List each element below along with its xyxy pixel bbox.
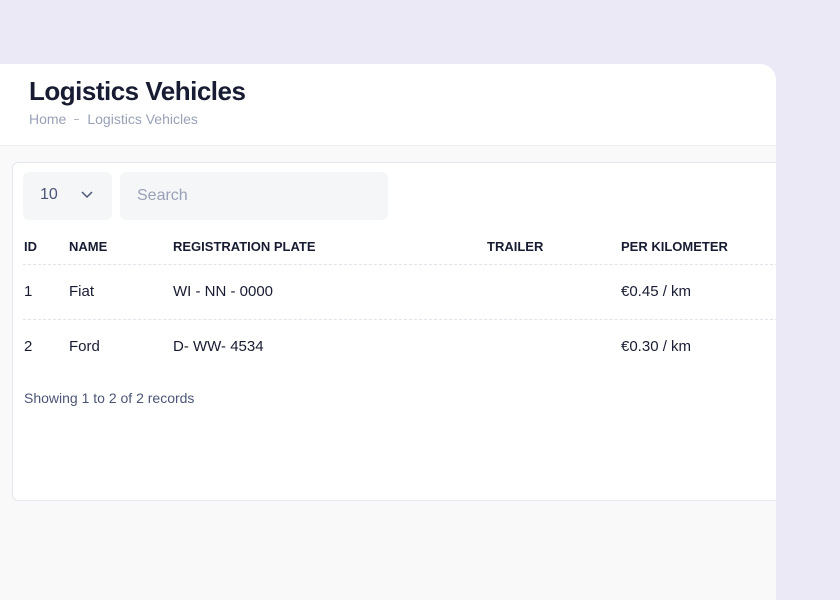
table-cell: €0.30 / km (621, 338, 692, 355)
breadcrumb: Home Logistics Vehicles (29, 111, 198, 127)
row-divider (23, 319, 776, 320)
table-cell: 1 (24, 283, 33, 300)
column-header[interactable]: REGISTRATION PLATE (173, 239, 316, 254)
column-header[interactable]: NAME (69, 239, 108, 254)
row-divider (23, 264, 776, 265)
table-cell: WI - NN - 0000 (173, 283, 274, 300)
table-cell: 2 (24, 338, 33, 355)
records-summary: Showing 1 to 2 of 2 records (24, 390, 195, 406)
page-size-select[interactable]: 10 (23, 172, 112, 220)
column-header[interactable]: PER KILOMETER (621, 239, 728, 254)
table-cell: Ford (69, 338, 100, 355)
chevron-icon (81, 191, 93, 199)
page-size-value: 10 (40, 186, 58, 203)
table-cell: D- WW- 4534 (173, 338, 264, 355)
page-title: Logistics Vehicles (29, 76, 246, 106)
column-header[interactable]: TRAILER (487, 239, 544, 254)
search-placeholder: Search (137, 187, 188, 204)
table-cell: €0.45 / km (621, 283, 692, 300)
column-header[interactable]: ID (24, 239, 37, 254)
breadcrumb-current: Logistics Vehicles (87, 111, 198, 127)
breadcrumb-link[interactable]: Home (29, 111, 67, 127)
content: 10 Search Showing 1 to 2 of 2 records ID… (0, 145, 776, 600)
panel: Logistics Vehicles Home Logistics Vehicl… (0, 64, 776, 600)
table-cell: Fiat (69, 283, 95, 300)
breadcrumb-separator (74, 118, 80, 120)
search-input[interactable]: Search (120, 172, 388, 220)
table-card: 10 Search Showing 1 to 2 of 2 records ID… (12, 162, 776, 501)
